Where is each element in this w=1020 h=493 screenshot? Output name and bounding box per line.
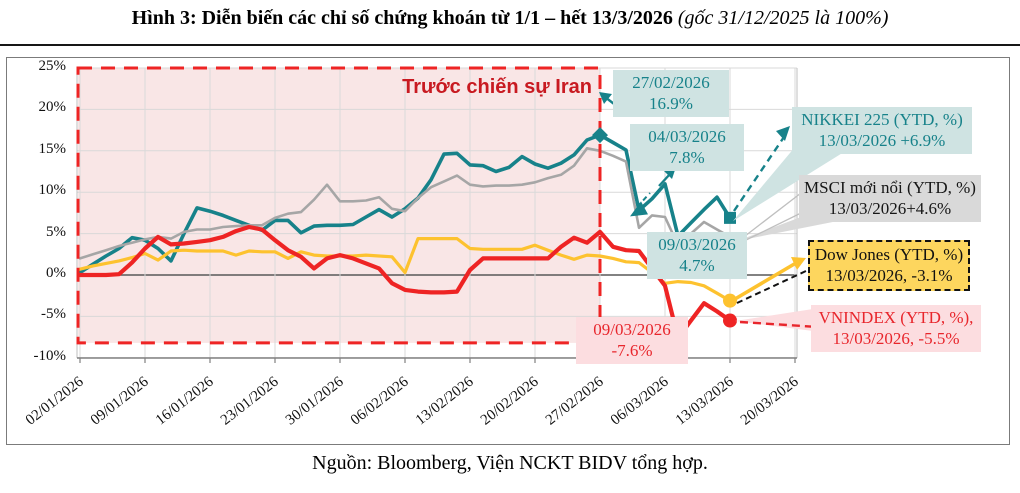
marker-triangle <box>630 201 648 217</box>
legend-name: Dow Jones (YTD, %) <box>814 245 964 264</box>
annotation-value: -7.6% <box>611 341 653 361</box>
highlight-region-label: Trước chiến sự Iran <box>402 76 592 98</box>
annotation-date: 09/03/2026 <box>593 320 671 339</box>
legend-name: NIKKEI 225 (YTD, %) <box>801 110 963 129</box>
legend-vnindex: VNINDEX (YTD, %), 13/03/2026, -5.5% <box>811 305 981 352</box>
annotation-nikkei-peak: 27/02/2026 16.9% <box>613 70 729 117</box>
annotation-nikkei-0403: 04/03/2026 7.8% <box>630 124 744 171</box>
legend-value: 13/03/2026+4.6% <box>828 199 952 219</box>
annotation-value: 16.9% <box>649 94 693 114</box>
dow-black-dashed-arrow <box>736 270 807 304</box>
highlight-region-border <box>76 66 602 345</box>
series-line-msci-m-i-n-i-ytd- <box>78 147 732 260</box>
y-tick-label: 25% <box>38 58 67 74</box>
y-tick-label: -5% <box>41 306 66 323</box>
series-line-vnindex-ytd- <box>77 224 733 340</box>
marker-diamond <box>592 127 608 144</box>
highlight-region-fill <box>78 68 600 343</box>
title-divider <box>0 44 1020 46</box>
a0403-arrow <box>658 173 671 187</box>
y-tick-label: 20% <box>38 99 67 116</box>
legend-value: 13/03/2026, -3.1% <box>825 266 953 286</box>
annotation-date: 27/02/2026 <box>632 73 710 92</box>
legend-name: MSCI mới nổi (YTD, %) <box>804 178 976 197</box>
source-caption: Nguồn: Bloomberg, Viện NCKT BIDV tổng hợ… <box>312 452 708 474</box>
annotation-value: 4.7% <box>679 256 715 276</box>
a0403-dashed <box>636 192 651 208</box>
series-line-dow-jones-ytd- <box>78 237 732 303</box>
msci-callout-wedge <box>737 217 858 241</box>
marker-dot <box>723 313 737 328</box>
y-tick-label: 0% <box>46 265 66 281</box>
annotation-date: 09/03/2026 <box>658 235 736 254</box>
page-title: Hình 3: Diễn biến các chỉ số chứng khoán… <box>0 7 1020 30</box>
legend-msci: MSCI mới nổi (YTD, %) 13/03/2026+4.6% <box>799 175 981 222</box>
legend-name: VNINDEX (YTD, %), <box>818 308 974 327</box>
annotation-vnindex-0903: 09/03/2026 -7.6% <box>576 317 688 364</box>
dow-yellow-arrow <box>734 261 797 301</box>
highlight-region-dashed-border <box>76 66 602 345</box>
title-note: (gốc 31/12/2025 là 100%) <box>677 7 889 29</box>
nikkei-callout-wedge <box>733 147 852 221</box>
dow-yellow-arrowhead <box>791 257 806 270</box>
y-tick-label: 5% <box>46 223 66 240</box>
highlight-region-rect <box>78 68 600 343</box>
annotation-date: 04/03/2026 <box>648 127 726 146</box>
y-tick-label: 15% <box>38 140 67 157</box>
nikkei-arrowhead <box>776 126 790 141</box>
legend-value: 13/03/2026, -5.5% <box>832 329 960 349</box>
vnindex-callout-wedge <box>735 309 813 331</box>
annotation-value: 7.8% <box>669 148 705 168</box>
marker-dot <box>723 293 737 308</box>
nikkei-dashed-arrow <box>733 133 787 212</box>
title-main: Hình 3: Diễn biến các chỉ số chứng khoán… <box>131 7 678 29</box>
series-layer <box>77 133 733 340</box>
series-line-nikkei-225-ytd- <box>78 133 732 275</box>
legend-dow-jones: Dow Jones (YTD, %) 13/03/2026, -3.1% <box>808 240 970 291</box>
peak-arrowhead <box>599 92 612 104</box>
legend-value: 13/03/2026 +6.9% <box>818 131 946 151</box>
y-tick-label: 10% <box>38 182 67 199</box>
legend-nikkei: NIKKEI 225 (YTD, %) 13/03/2026 +6.9% <box>792 107 972 154</box>
marker-square <box>724 211 736 224</box>
annotation-nikkei-0903: 09/03/2026 4.7% <box>647 232 747 279</box>
y-tick-label: -10% <box>33 347 67 364</box>
